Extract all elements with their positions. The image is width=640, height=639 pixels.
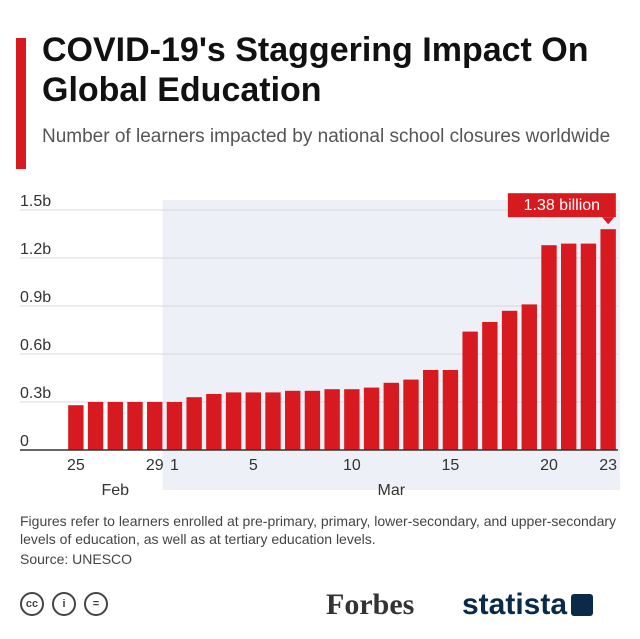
bar bbox=[423, 370, 439, 450]
cc-icon[interactable]: cc bbox=[20, 592, 44, 616]
forbes-logo[interactable]: Forbes bbox=[326, 588, 415, 621]
bar bbox=[265, 392, 281, 450]
bar bbox=[462, 331, 478, 450]
bar bbox=[363, 387, 380, 450]
x-tick-label: 15 bbox=[442, 457, 460, 474]
bar bbox=[501, 310, 518, 450]
bar bbox=[324, 389, 340, 450]
bar bbox=[166, 402, 183, 450]
y-tick-label: 0.3b bbox=[20, 385, 51, 402]
callout-label: 1.38 billion bbox=[524, 197, 601, 214]
footnote: Figures refer to learners enrolled at pr… bbox=[20, 513, 617, 547]
bar bbox=[127, 402, 143, 450]
y-tick-label: 0 bbox=[20, 433, 29, 450]
month-label: Feb bbox=[101, 482, 129, 499]
license-icons: cc i = bbox=[20, 592, 108, 616]
bar bbox=[147, 402, 163, 450]
callout-pointer bbox=[602, 217, 615, 225]
x-tick-label: 10 bbox=[343, 457, 361, 474]
bar bbox=[206, 394, 222, 450]
title-accent-bar bbox=[16, 38, 26, 169]
bar bbox=[482, 322, 498, 450]
x-tick-label: 1 bbox=[170, 457, 179, 474]
bar bbox=[87, 402, 104, 450]
x-tick-label: 5 bbox=[249, 457, 258, 474]
bar bbox=[541, 245, 557, 450]
bar bbox=[403, 379, 419, 450]
bar bbox=[285, 390, 301, 450]
statista-wordmark: statista bbox=[462, 588, 568, 621]
x-tick-label: 29 bbox=[146, 457, 164, 474]
chart-subtitle: Number of learners impacted by national … bbox=[42, 126, 611, 147]
bar bbox=[68, 405, 84, 450]
y-tick-label: 1.5b bbox=[20, 193, 51, 210]
bar bbox=[245, 392, 261, 450]
bar bbox=[383, 382, 399, 450]
bar bbox=[225, 392, 242, 450]
y-tick-label: 1.2b bbox=[20, 241, 51, 258]
y-tick-label: 0.6b bbox=[20, 337, 51, 354]
callout-box bbox=[507, 193, 616, 218]
attribution-icon[interactable]: i bbox=[52, 592, 76, 616]
no-derivatives-icon[interactable]: = bbox=[84, 592, 108, 616]
bar bbox=[344, 389, 360, 450]
chart-title: COVID-19's Staggering Impact On Global E… bbox=[42, 31, 589, 109]
bar bbox=[304, 390, 321, 450]
y-tick-label: 0.9b bbox=[20, 289, 51, 306]
month-label: Mar bbox=[378, 482, 406, 499]
bar bbox=[186, 397, 202, 450]
bar bbox=[561, 243, 577, 450]
bar bbox=[521, 304, 537, 450]
x-tick-label: 20 bbox=[540, 457, 558, 474]
statista-mark-icon bbox=[571, 594, 594, 616]
bar bbox=[600, 229, 616, 450]
statista-logo[interactable]: statista bbox=[462, 588, 594, 622]
bar bbox=[442, 370, 459, 450]
bar bbox=[580, 243, 597, 450]
source-label: Source: UNESCO bbox=[20, 551, 133, 567]
x-tick-label: 25 bbox=[67, 457, 85, 474]
x-tick-label: 23 bbox=[599, 457, 617, 474]
bar bbox=[107, 402, 123, 450]
